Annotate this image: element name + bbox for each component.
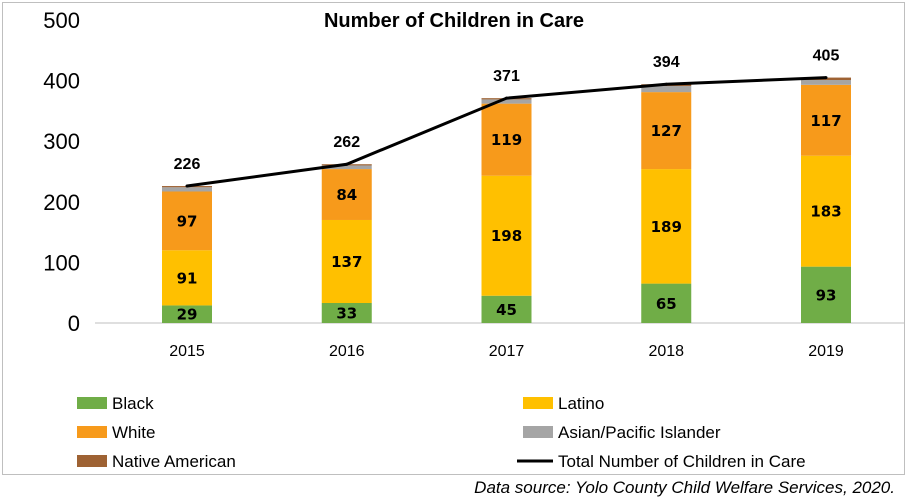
bar-segment bbox=[801, 79, 851, 85]
bar-segment bbox=[162, 191, 212, 251]
x-tick-label: 2015 bbox=[169, 343, 205, 360]
bar-segment bbox=[321, 303, 372, 323]
legend-swatch bbox=[77, 426, 107, 438]
legend-swatch bbox=[523, 426, 553, 438]
data-label: 84 bbox=[336, 186, 357, 204]
data-label: 93 bbox=[816, 286, 837, 304]
x-tick-label: 2019 bbox=[808, 343, 844, 360]
data-label: 45 bbox=[496, 301, 517, 319]
bar-segment bbox=[321, 165, 372, 170]
data-label: 189 bbox=[651, 218, 682, 236]
x-tick-label: 2016 bbox=[329, 343, 365, 360]
bar-segment bbox=[481, 295, 532, 323]
legend-label: Latino bbox=[558, 394, 604, 413]
bar-segment bbox=[801, 84, 851, 156]
data-label: 97 bbox=[177, 212, 198, 230]
y-tick-label: 300 bbox=[43, 129, 80, 154]
bar-segment bbox=[162, 250, 212, 306]
data-label: 119 bbox=[491, 131, 522, 149]
bar-segment bbox=[641, 92, 692, 170]
data-label: 127 bbox=[651, 122, 682, 140]
bar-segment bbox=[321, 219, 372, 304]
total-line-point bbox=[185, 184, 189, 188]
y-tick-label: 0 bbox=[68, 311, 80, 336]
y-tick-label: 400 bbox=[43, 69, 80, 94]
x-tick-label: 2017 bbox=[489, 343, 525, 360]
bar-segment bbox=[801, 266, 851, 323]
legend-swatch bbox=[523, 397, 553, 409]
chart-frame bbox=[2, 2, 905, 475]
bar-segment bbox=[641, 86, 692, 93]
total-label: 394 bbox=[653, 54, 680, 71]
y-tick-label: 100 bbox=[43, 250, 80, 275]
data-label: 198 bbox=[491, 227, 522, 245]
total-line-point bbox=[505, 96, 508, 100]
bar-segment bbox=[321, 169, 372, 220]
data-label: 91 bbox=[177, 269, 198, 287]
data-label: 137 bbox=[331, 253, 362, 271]
total-label: 262 bbox=[333, 134, 360, 151]
total-label: 405 bbox=[813, 48, 840, 65]
stacked-bar-chart: Number of Children in Care 0 100 200 300 400 5… bbox=[43, 8, 905, 471]
y-tick-label: 500 bbox=[43, 8, 80, 33]
legend-label: Asian/Pacific Islander bbox=[558, 423, 721, 442]
bar-segment bbox=[162, 187, 212, 192]
legend-label: Black bbox=[112, 394, 154, 413]
bar-segment bbox=[481, 175, 532, 296]
legend-swatch bbox=[77, 455, 107, 467]
total-label: 371 bbox=[493, 68, 520, 85]
legend-swatch bbox=[77, 397, 107, 409]
bar-segment bbox=[641, 283, 692, 323]
total-line-point bbox=[345, 162, 349, 166]
bar-segment bbox=[801, 155, 851, 267]
total-label: 226 bbox=[174, 156, 201, 173]
chart-title: Number of Children in Care bbox=[324, 10, 584, 32]
data-label: 183 bbox=[810, 203, 841, 221]
data-label: 117 bbox=[810, 112, 841, 130]
bar-segment bbox=[481, 103, 532, 176]
data-label: 33 bbox=[336, 305, 357, 323]
legend-label: Native American bbox=[112, 452, 236, 471]
x-tick-label: 2018 bbox=[648, 343, 684, 360]
total-line-point bbox=[664, 82, 668, 86]
bar-segment bbox=[162, 305, 212, 323]
bar-segment bbox=[641, 169, 692, 284]
legend-label: White bbox=[112, 423, 155, 442]
total-line-point bbox=[824, 76, 828, 80]
data-label: 65 bbox=[656, 295, 677, 313]
data-source-note: Data source: Yolo County Child Welfare S… bbox=[474, 478, 895, 497]
legend-label: Total Number of Children in Care bbox=[558, 452, 806, 471]
y-tick-label: 200 bbox=[43, 190, 80, 215]
data-label: 29 bbox=[177, 306, 198, 324]
bar-segment bbox=[481, 99, 532, 104]
